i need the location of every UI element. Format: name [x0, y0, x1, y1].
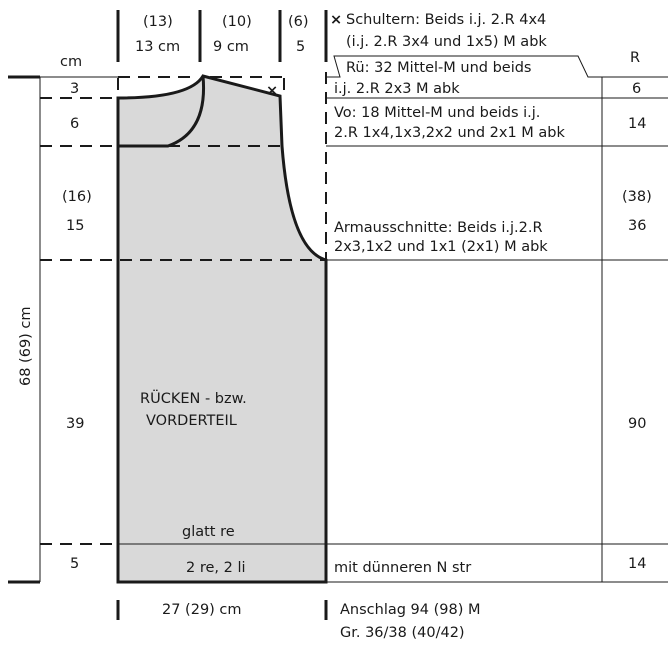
cm-column-label: cm	[60, 54, 82, 70]
row-r-6: 6	[632, 81, 641, 97]
stitch-body-label: glatt re	[182, 524, 235, 540]
r-column-label: R	[630, 50, 640, 66]
piece-title-1: RÜCKEN - bzw.	[140, 389, 247, 407]
ribbing-note: mit dünneren N str	[334, 560, 471, 576]
shoulders-note-2: (i.j. 2.R 3x4 und 1x5) M abk	[346, 34, 547, 50]
cast-on-note: Anschlag 94 (98) M	[340, 602, 481, 618]
front-neck-note-2: 2.R 1x4,1x3,2x2 und 2x1 M abk	[334, 125, 565, 141]
cross-marker-icon: ×	[266, 83, 278, 99]
total-height-label: 68 (69) cm	[18, 306, 34, 386]
row-r-38-alt: (38)	[622, 189, 652, 205]
armhole-note-2: 2x3,1x2 und 1x1 (2x1) M abk	[334, 239, 548, 255]
row-cm-5: 5	[70, 556, 79, 572]
stitch-rib-label: 2 re, 2 li	[186, 560, 246, 576]
front-neck-note-1: Vo: 18 Mittel-M und beids i.j.	[334, 105, 540, 121]
cross-marker-icon: ×	[330, 12, 342, 28]
row-r-36: 36	[628, 218, 646, 234]
piece-title-2: VORDERTEIL	[146, 413, 237, 429]
row-r-14-rib: 14	[628, 556, 646, 572]
garment-panel	[116, 74, 328, 584]
width-1-value: 13 cm	[135, 39, 180, 55]
sizes-note: Gr. 36/38 (40/42)	[340, 625, 465, 641]
row-cm-16-alt: (16)	[62, 189, 92, 205]
back-neck-note-1: Rü: 32 Mittel-M und beids	[346, 60, 531, 76]
back-neck-bracket	[326, 55, 668, 78]
row-cm-3: 3	[70, 81, 79, 97]
width-3-alt: (6)	[288, 14, 309, 30]
row-cm-15: 15	[66, 218, 84, 234]
piece-width-label: 27 (29) cm	[162, 602, 242, 618]
row-cm-6: 6	[70, 116, 79, 132]
width-1-alt: (13)	[143, 14, 173, 30]
row-r-90: 90	[628, 416, 646, 432]
armhole-note-1: Armausschnitte: Beids i.j.2.R	[334, 220, 543, 236]
width-2-value: 9 cm	[213, 39, 249, 55]
row-r-14: 14	[628, 116, 646, 132]
width-3-value: 5	[296, 39, 305, 55]
shoulders-note-1: Schultern: Beids i.j. 2.R 4x4	[346, 12, 546, 28]
row-cm-39: 39	[66, 416, 84, 432]
back-neck-note-2: i.j. 2.R 2x3 M abk	[334, 81, 460, 97]
width-2-alt: (10)	[222, 14, 252, 30]
